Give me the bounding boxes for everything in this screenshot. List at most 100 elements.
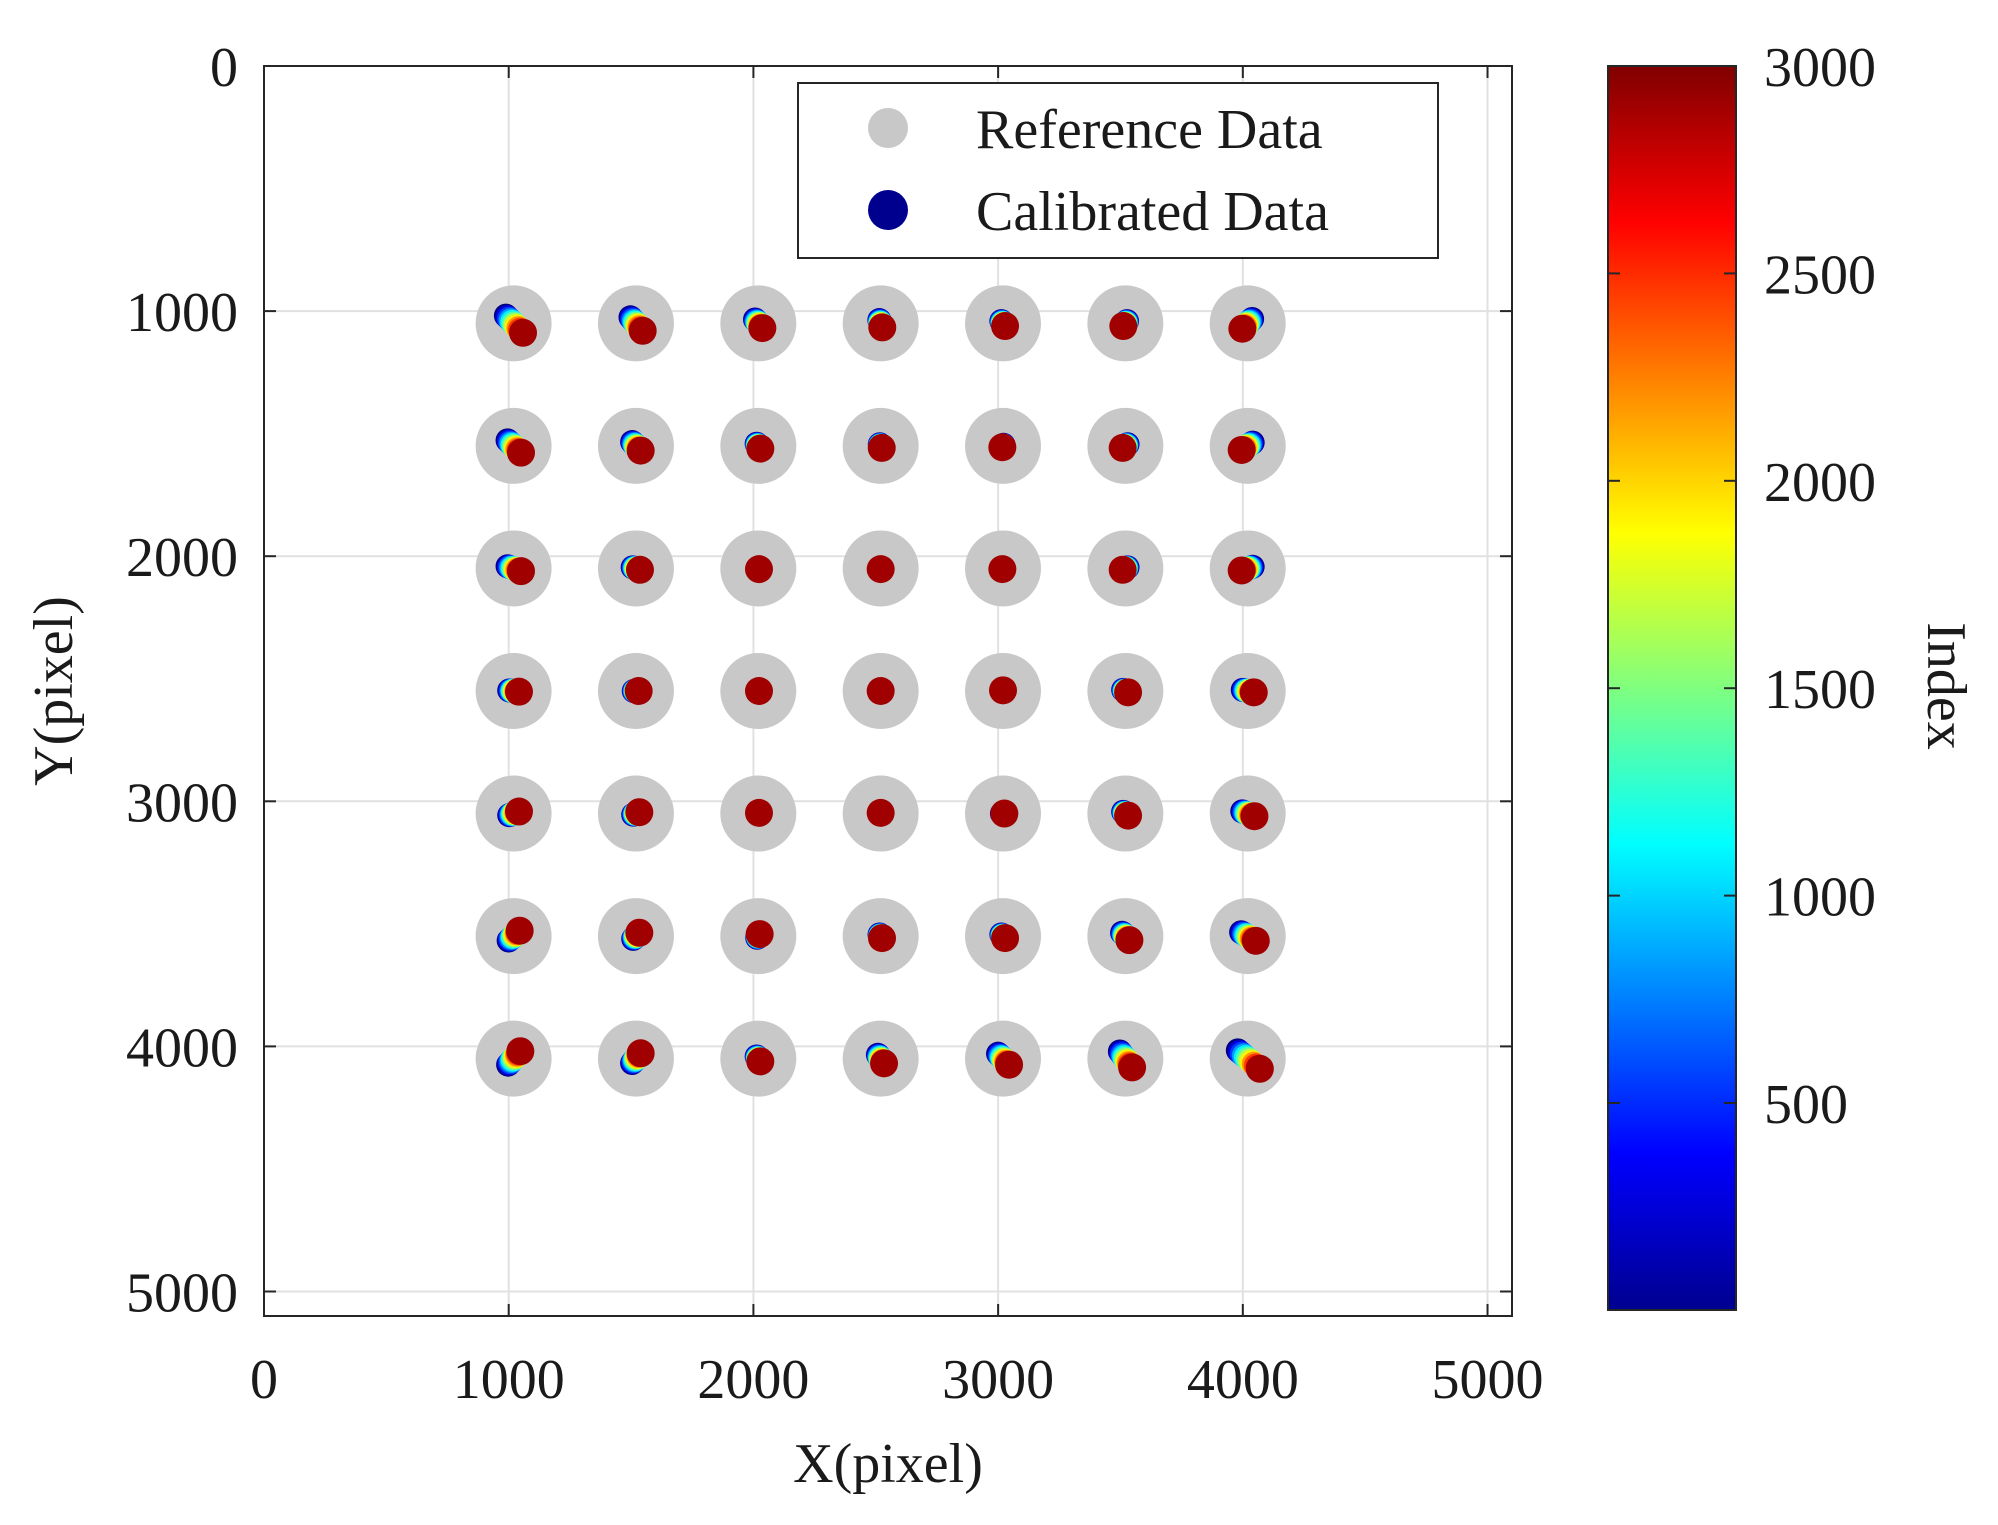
calibrated-cluster (618, 305, 657, 345)
calibrated-cluster (1107, 1039, 1147, 1082)
y-tick-label: 5000 (126, 1262, 238, 1324)
calibrated-cluster (867, 308, 897, 342)
y-tick-label: 0 (210, 37, 238, 99)
calibrated-point (990, 799, 1019, 828)
calibrated-point (505, 916, 534, 945)
calibrated-cluster (744, 1044, 775, 1076)
calibrated-point (1239, 678, 1268, 707)
colorbar-tick-label: 1500 (1764, 659, 1876, 721)
calibrated-cluster (621, 677, 653, 705)
calibrated-cluster (1108, 432, 1140, 462)
y-tick-label: 1000 (126, 282, 238, 344)
calibrated-cluster (865, 1042, 899, 1078)
calibrated-point (506, 1037, 535, 1066)
calibrated-cluster (1228, 306, 1265, 343)
x-axis-label: X(pixel) (793, 1433, 983, 1495)
legend-calibrated-label: Calibrated Data (976, 181, 1329, 243)
calibrated-point (991, 924, 1020, 953)
calibrated-point (1240, 802, 1269, 831)
calibrated-point (504, 677, 533, 706)
calibrated-cluster (988, 555, 1017, 584)
x-tick-label: 2000 (697, 1349, 809, 1411)
calibrated-point (507, 557, 536, 586)
calibrated-point (626, 436, 655, 465)
x-tick-label: 5000 (1432, 1349, 1544, 1411)
calibrated-point (1245, 1054, 1274, 1083)
calibrated-cluster (495, 428, 536, 467)
calibrated-points (493, 303, 1274, 1083)
calibrated-point (866, 798, 895, 827)
legend-box (797, 82, 1439, 259)
legend-calibrated-marker (868, 190, 908, 230)
calibrated-point (867, 433, 896, 462)
colorbar-tick-label: 1000 (1764, 867, 1876, 929)
calibrated-cluster (1227, 554, 1265, 585)
colorbar-label: Index (1915, 622, 1977, 750)
calibrated-point (509, 318, 538, 347)
calibrated-point (628, 316, 657, 345)
calibrated-point (626, 1039, 655, 1068)
legend-reference-label: Reference Data (976, 99, 1323, 161)
calibrated-point (1241, 926, 1270, 955)
calibrated-point (1109, 312, 1138, 341)
calibrated-cluster (1230, 799, 1269, 831)
calibrated-cluster (620, 555, 654, 584)
colorbar: 500 1000 1500 2000 2500 3000 Index (1607, 37, 1977, 1311)
calibrated-point (870, 1049, 899, 1078)
calibrated-cluster (744, 677, 773, 705)
calibrated-point (504, 797, 533, 826)
calibrated-cluster (744, 431, 775, 463)
calibrated-cluster (1227, 430, 1265, 464)
legend: Reference Data Calibrated Data (797, 82, 1439, 259)
calibrated-cluster (1109, 309, 1140, 341)
calibrated-point (746, 434, 775, 463)
calibrated-cluster (497, 797, 533, 828)
calibrated-point (988, 433, 1017, 462)
calibrated-point (1108, 433, 1137, 462)
calibrated-cluster (743, 307, 777, 343)
colorbar-tick-label: 2500 (1764, 244, 1876, 306)
axes-box (263, 65, 1513, 1317)
calibrated-cluster (988, 432, 1017, 462)
calibrated-cluster (620, 1039, 655, 1076)
calibrated-point (748, 314, 777, 343)
calibrated-point (625, 918, 654, 947)
calibrated-cluster (621, 918, 654, 951)
calibrated-cluster (621, 798, 654, 827)
y-tick-label: 2000 (126, 527, 238, 589)
calibrated-point (625, 798, 654, 827)
calibrated-point (995, 1050, 1024, 1079)
calibrated-cluster (495, 554, 536, 586)
calibrated-point (1115, 926, 1144, 955)
calibrated-cluster (866, 798, 895, 827)
x-tick-label: 3000 (942, 1349, 1054, 1411)
calibrated-point (868, 313, 897, 342)
calibrated-point (988, 555, 1017, 584)
calibrated-cluster (1111, 799, 1143, 830)
calibrated-cluster (493, 303, 538, 347)
calibrated-point (624, 677, 653, 705)
calibrated-cluster (497, 677, 533, 706)
colorbar-ticks: 500 1000 1500 2000 2500 3000 (1608, 37, 1876, 1136)
calibrated-cluster (989, 309, 1020, 341)
calibrated-point (868, 924, 897, 953)
calibrated-cluster (1108, 555, 1140, 584)
calibrated-cluster (867, 432, 896, 462)
calibrated-cluster (1110, 920, 1144, 955)
colorbar-gradient (1607, 65, 1737, 1311)
calibrated-cluster (496, 916, 534, 953)
calibrated-point (1114, 678, 1143, 707)
calibrated-point (1114, 801, 1143, 830)
y-tick-label: 4000 (126, 1017, 238, 1079)
calibrated-cluster (620, 430, 655, 465)
calibrated-point (746, 1047, 775, 1076)
calibrated-cluster (989, 799, 1019, 828)
colorbar-tick-label: 3000 (1764, 37, 1876, 99)
colorbar-tick-label: 500 (1764, 1074, 1848, 1136)
calibrated-point (866, 677, 895, 705)
y-axis-label: Y(pixel) (23, 596, 85, 786)
calibrated-point (507, 438, 536, 467)
calibrated-cluster (1111, 677, 1143, 707)
calibrated-point (625, 555, 654, 584)
